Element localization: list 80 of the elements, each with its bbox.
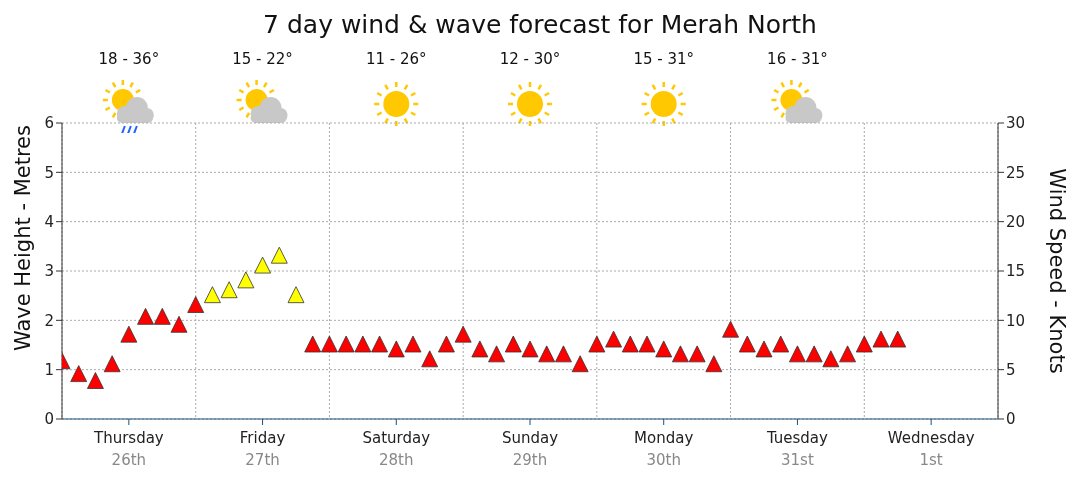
- text: 15 - 22°: [231, 50, 294, 68]
- point: [404, 335, 422, 353]
- point: [387, 340, 405, 358]
- point: [70, 365, 88, 382]
- point: [421, 350, 439, 368]
- x-tick-label: Friday 27th: [239, 429, 286, 469]
- point: [321, 335, 338, 353]
- point: [605, 330, 622, 348]
- point: [655, 340, 673, 358]
- y-tick-label: 1: [44, 360, 54, 379]
- point: [170, 315, 188, 333]
- point: [855, 335, 873, 353]
- point: [588, 335, 606, 353]
- y2-tick-label: 15: [1006, 262, 1026, 281]
- point: [488, 345, 505, 363]
- text: 11 - 26°: [364, 50, 428, 68]
- y2-tick-label: 20: [1006, 212, 1026, 231]
- point: [287, 286, 305, 304]
- text: 12 - 30°: [498, 50, 562, 68]
- point: [839, 345, 856, 363]
- y2-tick-label: 0: [1006, 410, 1016, 429]
- point: [638, 335, 656, 353]
- y-tick-label: 2: [44, 311, 54, 330]
- y2-tick-label: 25: [1006, 163, 1026, 182]
- point: [270, 246, 288, 264]
- point: [337, 335, 355, 353]
- x-tick-label: Saturday 28th: [362, 429, 431, 469]
- y-tick-label: 0: [44, 410, 54, 429]
- point: [471, 340, 489, 358]
- point: [103, 355, 121, 373]
- point: [872, 330, 890, 348]
- y2-tick-label: 5: [1006, 360, 1016, 379]
- point: [755, 340, 773, 358]
- y2-tick-label: 30: [1006, 114, 1026, 133]
- point: [688, 345, 706, 363]
- y2-tick-label: 10: [1006, 311, 1026, 330]
- x-tick-label: Monday 30th: [634, 429, 694, 469]
- point: [204, 286, 221, 304]
- x-tick-label: Thursday 26th: [92, 429, 164, 469]
- text: 18 - 36°: [97, 50, 161, 68]
- point: [254, 256, 271, 274]
- y-tick-label: 6: [44, 114, 54, 133]
- point: [789, 345, 806, 363]
- x-tick-label: Sunday 29th: [501, 429, 559, 469]
- point: [805, 345, 823, 363]
- point: [354, 335, 372, 353]
- point: [722, 320, 739, 338]
- point: [187, 296, 205, 313]
- point: [137, 307, 154, 325]
- y-tick-label: 5: [44, 163, 54, 182]
- y-axis-title: Wave Height - Metres: [11, 125, 36, 351]
- point: [220, 281, 238, 299]
- point: [153, 307, 171, 325]
- point: [822, 350, 840, 368]
- point: [504, 335, 522, 353]
- point: [438, 335, 455, 353]
- y2-axis-title: Wind Speed - Knots: [1045, 168, 1069, 374]
- point: [889, 330, 907, 348]
- point: [555, 345, 572, 363]
- point: [304, 335, 322, 353]
- point: [672, 345, 689, 363]
- point: [87, 372, 104, 389]
- point: [538, 345, 556, 363]
- x-tick-label: Wednesday 1st: [887, 429, 975, 469]
- y-tick-label: 4: [44, 212, 54, 231]
- text: 15 - 31°: [632, 50, 695, 68]
- point: [371, 335, 388, 353]
- y-tick-label: 3: [44, 262, 54, 281]
- point: [521, 340, 539, 358]
- point: [571, 355, 589, 373]
- point: [120, 325, 138, 343]
- point: [705, 355, 723, 373]
- point: [621, 335, 639, 353]
- point: [772, 335, 790, 353]
- point: [454, 325, 472, 343]
- x-tick-label: Tuesday 31st: [765, 429, 829, 469]
- text: 16 - 31°: [766, 50, 829, 68]
- point: [738, 335, 756, 353]
- chart-title: 7 day wind & wave forecast for Merah North: [262, 10, 818, 39]
- point: [237, 271, 255, 289]
